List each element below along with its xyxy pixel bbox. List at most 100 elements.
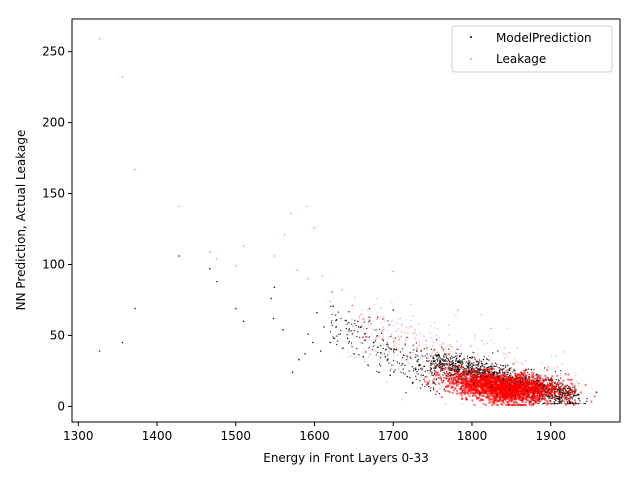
model-prediction-point bbox=[350, 330, 352, 332]
leakage-point bbox=[382, 337, 384, 339]
leakage-point bbox=[577, 385, 580, 387]
leakage-point bbox=[401, 399, 403, 401]
leakage-point bbox=[445, 363, 448, 366]
model-prediction-point bbox=[411, 366, 413, 368]
model-prediction-point bbox=[435, 362, 437, 364]
leakage-point bbox=[530, 371, 534, 374]
leakage-point bbox=[514, 397, 517, 401]
leakage-point bbox=[533, 376, 535, 378]
y-tick-label: 100 bbox=[42, 257, 65, 271]
leakage-point bbox=[474, 334, 476, 336]
leakage-point bbox=[529, 390, 531, 392]
leakage-point bbox=[561, 363, 563, 365]
leakage-point bbox=[566, 392, 568, 394]
leakage-point bbox=[415, 334, 418, 336]
leakage-point bbox=[446, 352, 449, 355]
model-prediction-point bbox=[557, 402, 560, 405]
leakage-point bbox=[431, 357, 433, 359]
leakage-point bbox=[507, 368, 510, 371]
model-prediction-point bbox=[365, 336, 367, 338]
model-prediction-point bbox=[450, 358, 452, 360]
model-prediction-point bbox=[367, 364, 369, 367]
model-prediction-point bbox=[415, 378, 418, 381]
leakage-point bbox=[398, 343, 400, 345]
leakage-point bbox=[562, 379, 565, 382]
leakage-point bbox=[557, 395, 560, 398]
leakage-point bbox=[414, 356, 416, 358]
leakage-point bbox=[516, 347, 519, 349]
model-prediction-point bbox=[471, 356, 473, 358]
model-prediction-point bbox=[361, 326, 363, 328]
leakage-point bbox=[531, 389, 534, 392]
leakage-point bbox=[500, 380, 503, 383]
model-prediction-point bbox=[502, 368, 504, 370]
leakage-point bbox=[486, 342, 489, 345]
leakage-point bbox=[551, 391, 554, 394]
leakage-point bbox=[443, 353, 445, 355]
leakage-point bbox=[484, 390, 488, 394]
leakage-point bbox=[485, 376, 488, 379]
leakage-point bbox=[273, 255, 276, 257]
leakage-point bbox=[455, 389, 459, 392]
model-prediction-point bbox=[432, 382, 434, 384]
model-prediction-point bbox=[482, 372, 484, 374]
model-prediction-point bbox=[514, 395, 517, 398]
model-prediction-point bbox=[452, 361, 455, 364]
leakage-point bbox=[442, 350, 444, 352]
leakage-point bbox=[321, 275, 324, 277]
leakage-point bbox=[512, 387, 515, 390]
model-prediction-point bbox=[401, 363, 404, 365]
leakage-point bbox=[483, 377, 486, 380]
leakage-point bbox=[412, 332, 415, 335]
leakage-point bbox=[373, 329, 376, 331]
leakage-point bbox=[525, 391, 528, 394]
model-prediction-point bbox=[433, 388, 435, 391]
model-prediction-point bbox=[402, 348, 404, 350]
leakage-point bbox=[556, 366, 558, 368]
leakage-point bbox=[358, 317, 360, 320]
model-prediction-point bbox=[438, 354, 440, 357]
model-prediction-point bbox=[505, 365, 507, 367]
leakage-point bbox=[560, 374, 562, 376]
model-prediction-point bbox=[409, 356, 411, 358]
model-prediction-point bbox=[551, 394, 554, 396]
model-prediction-point bbox=[555, 378, 557, 381]
model-prediction-point bbox=[417, 373, 419, 375]
leakage-point bbox=[482, 385, 485, 388]
model-prediction-point bbox=[493, 365, 495, 367]
model-prediction-point bbox=[382, 318, 384, 320]
leakage-point bbox=[350, 343, 353, 345]
leakage-point bbox=[574, 392, 576, 394]
leakage-point bbox=[495, 396, 499, 399]
model-prediction-point bbox=[423, 348, 425, 350]
leakage-point bbox=[414, 329, 417, 331]
model-prediction-point bbox=[424, 386, 426, 388]
leakage-point bbox=[543, 384, 545, 387]
model-prediction-point bbox=[595, 391, 598, 394]
leakage-point bbox=[494, 383, 497, 386]
leakage-point bbox=[446, 372, 449, 375]
model-prediction-point bbox=[560, 370, 562, 372]
leakage-point bbox=[537, 397, 539, 400]
leakage-point bbox=[391, 333, 393, 335]
leakage-point bbox=[363, 349, 365, 351]
model-prediction-point bbox=[415, 369, 417, 371]
leakage-point bbox=[524, 371, 526, 373]
leakage-point bbox=[426, 349, 428, 351]
model-prediction-point bbox=[430, 368, 432, 371]
model-prediction-point bbox=[476, 372, 478, 374]
leakage-point bbox=[544, 385, 547, 388]
leakage-point bbox=[468, 378, 471, 381]
model-prediction-point bbox=[558, 380, 560, 382]
model-prediction-point bbox=[586, 397, 588, 400]
leakage-point bbox=[483, 387, 486, 390]
model-prediction-point bbox=[586, 400, 588, 402]
x-tick-label: 1600 bbox=[299, 429, 330, 443]
leakage-point bbox=[501, 385, 504, 388]
leakage-point bbox=[431, 354, 433, 357]
leakage-point bbox=[567, 402, 569, 405]
model-prediction-point bbox=[389, 369, 392, 371]
leakage-point bbox=[393, 340, 395, 343]
leakage-point bbox=[397, 336, 400, 338]
leakage-point bbox=[570, 378, 573, 381]
